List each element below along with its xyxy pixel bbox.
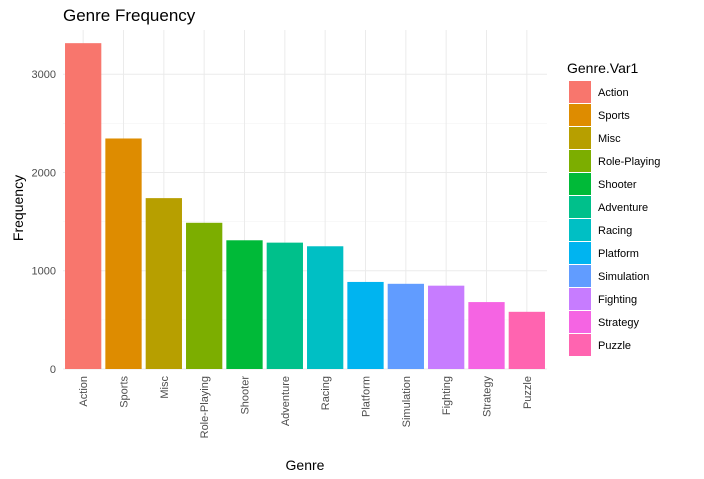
legend-key	[569, 334, 591, 356]
legend-key	[569, 81, 591, 103]
legend-label: Action	[598, 87, 629, 99]
bar-shooter	[226, 240, 263, 369]
bar-adventure	[266, 242, 303, 369]
x-tick-label: Adventure	[280, 376, 292, 426]
legend-key	[569, 196, 591, 218]
x-tick-label: Shooter	[240, 376, 252, 415]
x-tick-label: Platform	[361, 376, 373, 417]
bar-simulation	[387, 283, 424, 369]
legend: Genre.Var1 Action Sports Misc Role-Playing S…	[567, 60, 660, 356]
bar-racing	[307, 246, 344, 369]
bar-sports	[105, 138, 142, 369]
x-tick-label: Role-Playing	[199, 376, 211, 438]
x-tick-label: Misc	[159, 376, 171, 399]
bar-puzzle	[508, 311, 545, 369]
y-tick-label: 0	[50, 364, 56, 376]
legend-label: Strategy	[598, 317, 639, 329]
legend-label: Shooter	[598, 179, 637, 191]
x-tick-label: Sports	[119, 376, 131, 408]
y-tick-label: 2000	[32, 167, 56, 179]
bar-fighting	[428, 285, 465, 369]
x-tick-label: Racing	[320, 376, 332, 410]
legend-key	[569, 150, 591, 172]
bar-platform	[347, 281, 384, 369]
legend-label: Misc	[598, 133, 621, 145]
legend-key	[569, 242, 591, 264]
legend-label: Platform	[598, 248, 639, 260]
legend-label: Simulation	[598, 271, 649, 283]
plot-area: 0 1000 2000 3000 Action Sports Misc Role-Playin…	[32, 30, 547, 438]
legend-key	[569, 288, 591, 310]
x-tick-label: Action	[78, 376, 90, 407]
legend-key	[569, 219, 591, 241]
legend-key	[569, 104, 591, 126]
x-tick-label: Simulation	[401, 376, 413, 427]
y-tick-label: 3000	[32, 69, 56, 81]
bar-action	[65, 43, 102, 369]
legend-title: Genre.Var1	[567, 60, 639, 76]
legend-label: Puzzle	[598, 340, 631, 352]
x-tick-label: Puzzle	[522, 376, 534, 409]
x-tick-label: Strategy	[482, 376, 494, 417]
legend-label: Sports	[598, 110, 630, 122]
legend-label: Role-Playing	[598, 156, 660, 168]
chart-title: Genre Frequency	[63, 6, 196, 25]
bar-misc	[145, 198, 182, 369]
legend-key	[569, 311, 591, 333]
legend-label: Adventure	[598, 202, 648, 214]
legend-key	[569, 265, 591, 287]
x-tick-label: Fighting	[441, 376, 453, 415]
x-axis-title: Genre	[286, 457, 325, 473]
legend-key	[569, 173, 591, 195]
bar-strategy	[468, 302, 505, 369]
bar-role-playing	[186, 222, 223, 369]
legend-label: Racing	[598, 225, 632, 237]
y-axis-title: Frequency	[10, 175, 26, 241]
legend-label: Fighting	[598, 294, 637, 306]
legend-key	[569, 127, 591, 149]
y-tick-label: 1000	[32, 266, 56, 278]
